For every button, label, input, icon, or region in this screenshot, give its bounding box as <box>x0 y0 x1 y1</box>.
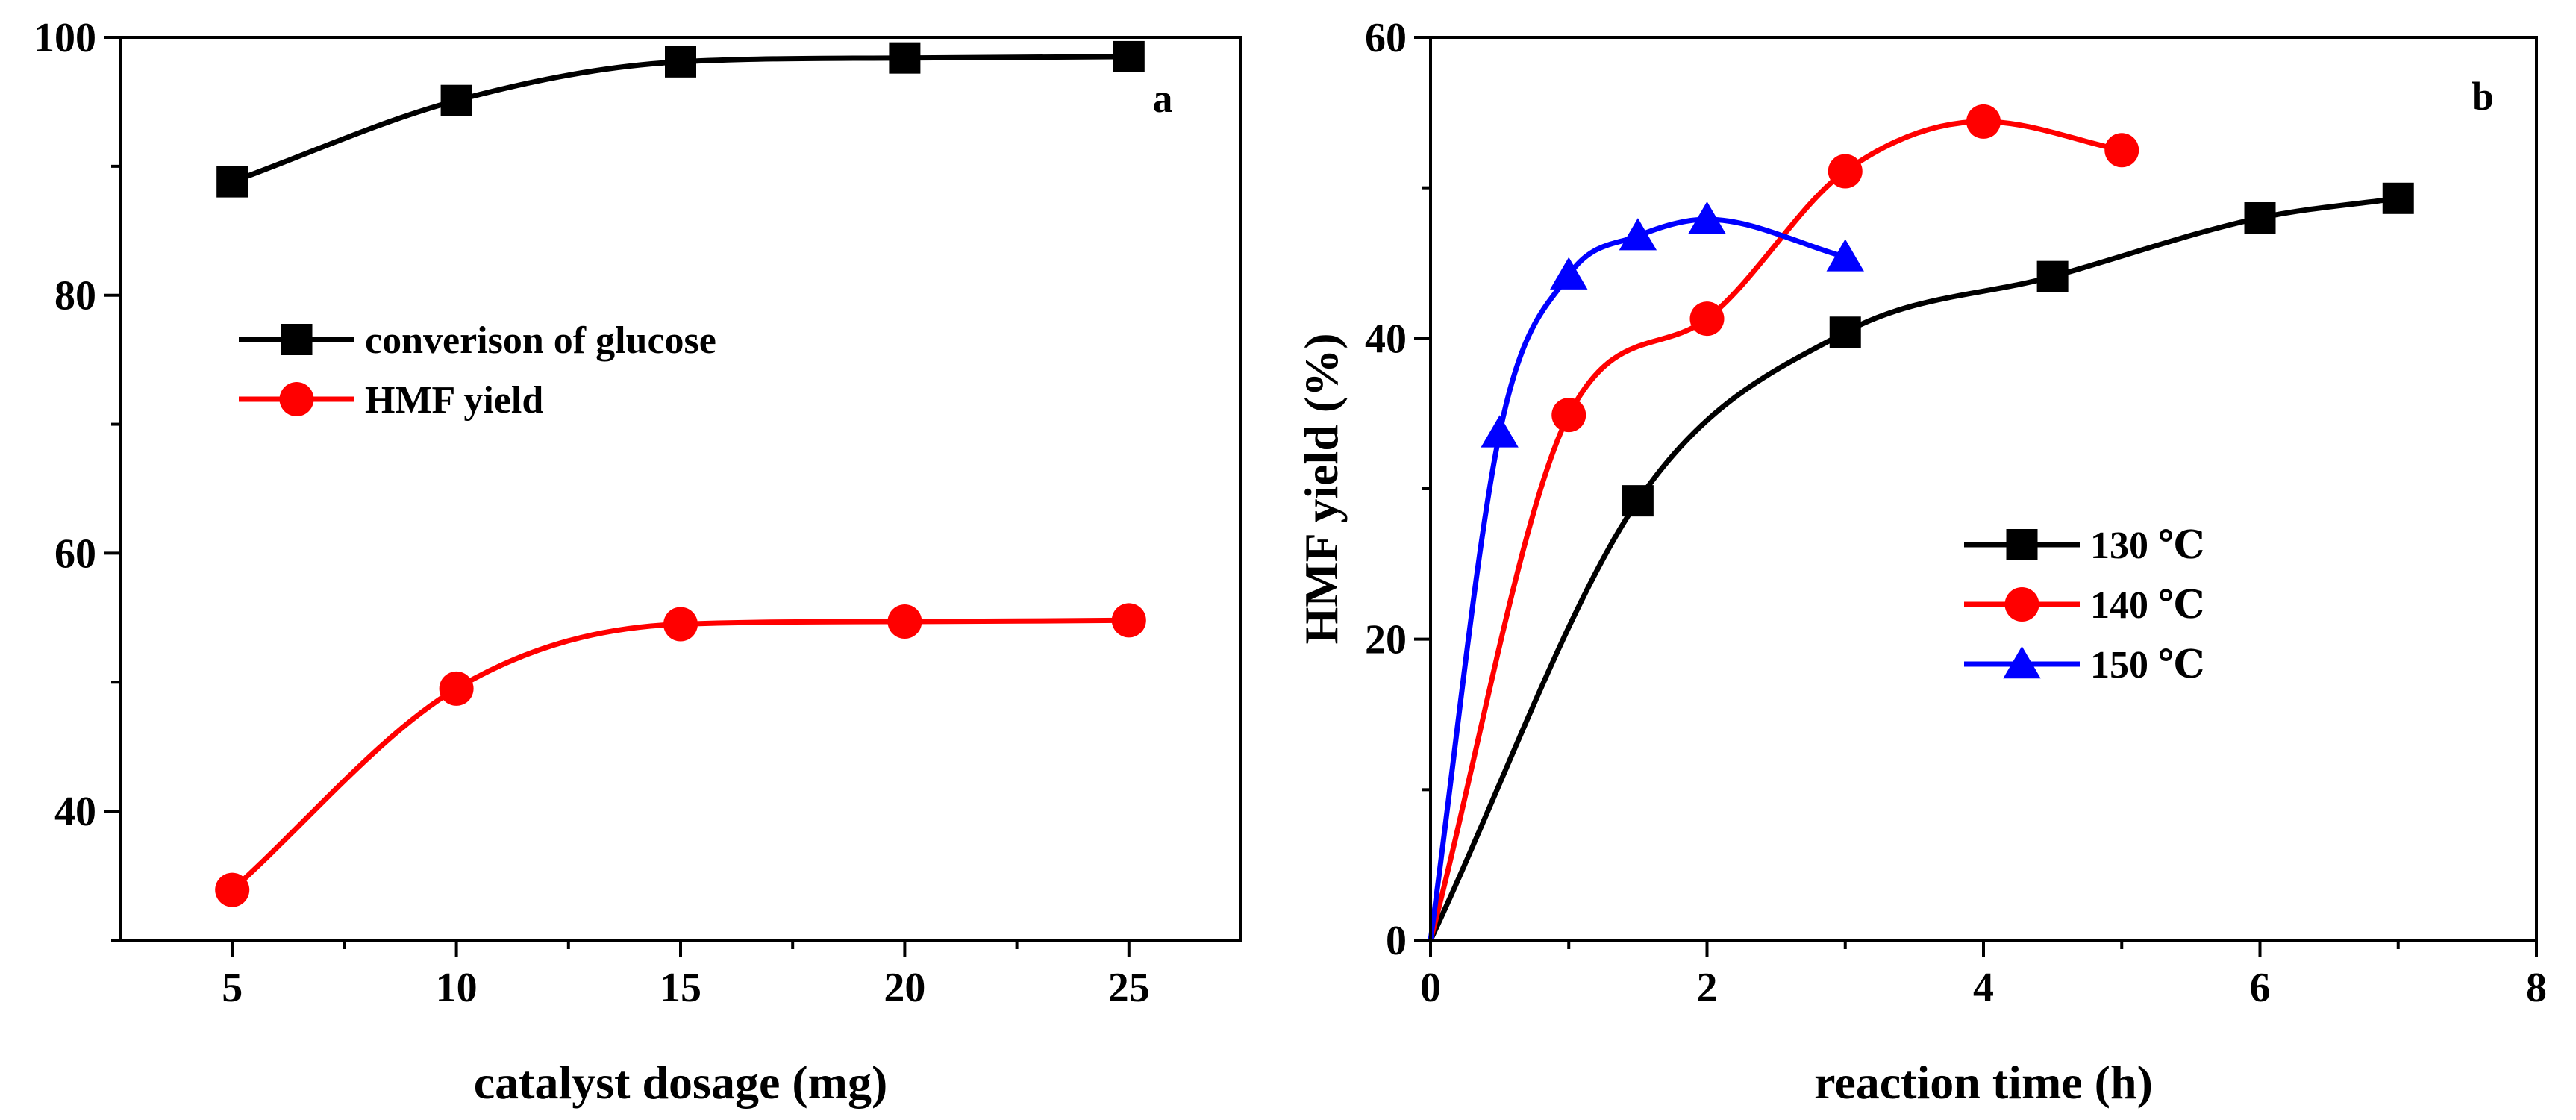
data-point <box>1966 104 2001 139</box>
fit-curve-3 <box>1428 216 1848 943</box>
panel-b-x-axis-title: reaction time (h) <box>1814 1056 2153 1109</box>
data-point <box>1551 398 1586 433</box>
panel-a-legend: converison of glucose HMF yield <box>239 319 716 422</box>
legend-label: 130 ℃ <box>2090 525 2204 567</box>
data-point <box>216 166 248 198</box>
x-tick-label: 2 <box>1697 965 1718 1011</box>
legend-marker <box>281 324 313 355</box>
fit-curve-1 <box>1428 195 2401 943</box>
data-point <box>1689 301 1725 337</box>
panel-b-ticks <box>1414 36 2538 957</box>
legend-marker <box>2004 587 2039 622</box>
data-point <box>1619 218 1657 251</box>
data-point <box>439 671 474 706</box>
panel-a-chart: 5 10 15 20 25 40 60 80 100 a converison of gluco… <box>34 15 1242 1109</box>
panel-b-y-axis-title: HMF yield (%) <box>1295 333 1348 644</box>
data-point <box>665 46 696 78</box>
data-point <box>1481 415 1519 448</box>
y-tick-label: 100 <box>34 15 96 61</box>
panel-b-frame <box>1429 36 2538 942</box>
x-tick-label: 4 <box>1973 965 1994 1011</box>
data-point <box>1688 201 1726 234</box>
panel-b-data-markers <box>1481 104 2414 517</box>
data-point <box>887 604 922 639</box>
y-tick-label: 0 <box>1386 918 1407 964</box>
data-point <box>440 84 472 116</box>
x-tick-label: 5 <box>222 965 243 1011</box>
data-point <box>215 872 250 907</box>
legend-label: 140 ℃ <box>2090 584 2204 627</box>
legend-marker <box>279 382 314 416</box>
x-tick-label: 25 <box>1108 965 1150 1011</box>
data-point <box>1550 257 1588 290</box>
data-point <box>1111 603 1146 638</box>
panel-a-ticks <box>104 36 1131 957</box>
legend-marker <box>2006 529 2038 560</box>
data-point <box>2382 182 2414 214</box>
panel-a-frame <box>119 36 1242 942</box>
x-tick-label: 10 <box>436 965 478 1011</box>
x-tick-label: 20 <box>884 965 925 1011</box>
panel-a-tick-labels: 5 10 15 20 25 40 60 80 100 <box>34 15 1150 1011</box>
y-tick-label: 80 <box>54 273 96 319</box>
data-point <box>2036 260 2069 292</box>
data-point <box>889 42 921 74</box>
data-point <box>663 607 698 642</box>
x-tick-label: 0 <box>1420 965 1441 1011</box>
data-point <box>1828 154 1863 189</box>
legend-marker <box>2003 646 2041 679</box>
x-tick-label: 15 <box>660 965 701 1011</box>
panel-a-label: a <box>1153 76 1173 121</box>
panel-a-fit-curves <box>229 54 1132 893</box>
data-point <box>1113 40 1145 72</box>
legend-label: HMF yield <box>365 379 543 422</box>
y-tick-label: 40 <box>1365 316 1407 362</box>
legend-label: converison of glucose <box>365 319 716 362</box>
panel-b-tick-labels: 0 2 4 6 8 0 20 40 60 <box>1365 15 2547 1011</box>
panel-a-x-axis-title: catalyst dosage (mg) <box>474 1056 888 1109</box>
panel-b-label: b <box>2472 74 2494 119</box>
data-point <box>2104 133 2139 168</box>
data-point <box>1622 485 1654 517</box>
panel-b-chart: 0 2 4 6 8 0 20 40 60 b 130 ℃ 140 ℃ 150 ℃ reaction … <box>1295 15 2547 1109</box>
y-tick-label: 40 <box>54 789 96 835</box>
fit-curve-2 <box>229 617 1132 893</box>
panel-b-fit-curves <box>1428 119 2401 943</box>
x-tick-label: 8 <box>2526 965 2547 1011</box>
data-point <box>1826 239 1864 272</box>
legend-label: 150 ℃ <box>2090 644 2204 686</box>
panel-a-data-markers <box>215 40 1146 907</box>
y-tick-label: 60 <box>54 531 96 577</box>
data-point <box>1829 316 1861 348</box>
panel-b-legend: 130 ℃ 140 ℃ 150 ℃ <box>1964 525 2204 686</box>
data-point <box>2244 202 2276 234</box>
x-tick-label: 6 <box>2250 965 2271 1011</box>
y-tick-label: 60 <box>1365 15 1407 61</box>
y-tick-label: 20 <box>1365 617 1407 663</box>
